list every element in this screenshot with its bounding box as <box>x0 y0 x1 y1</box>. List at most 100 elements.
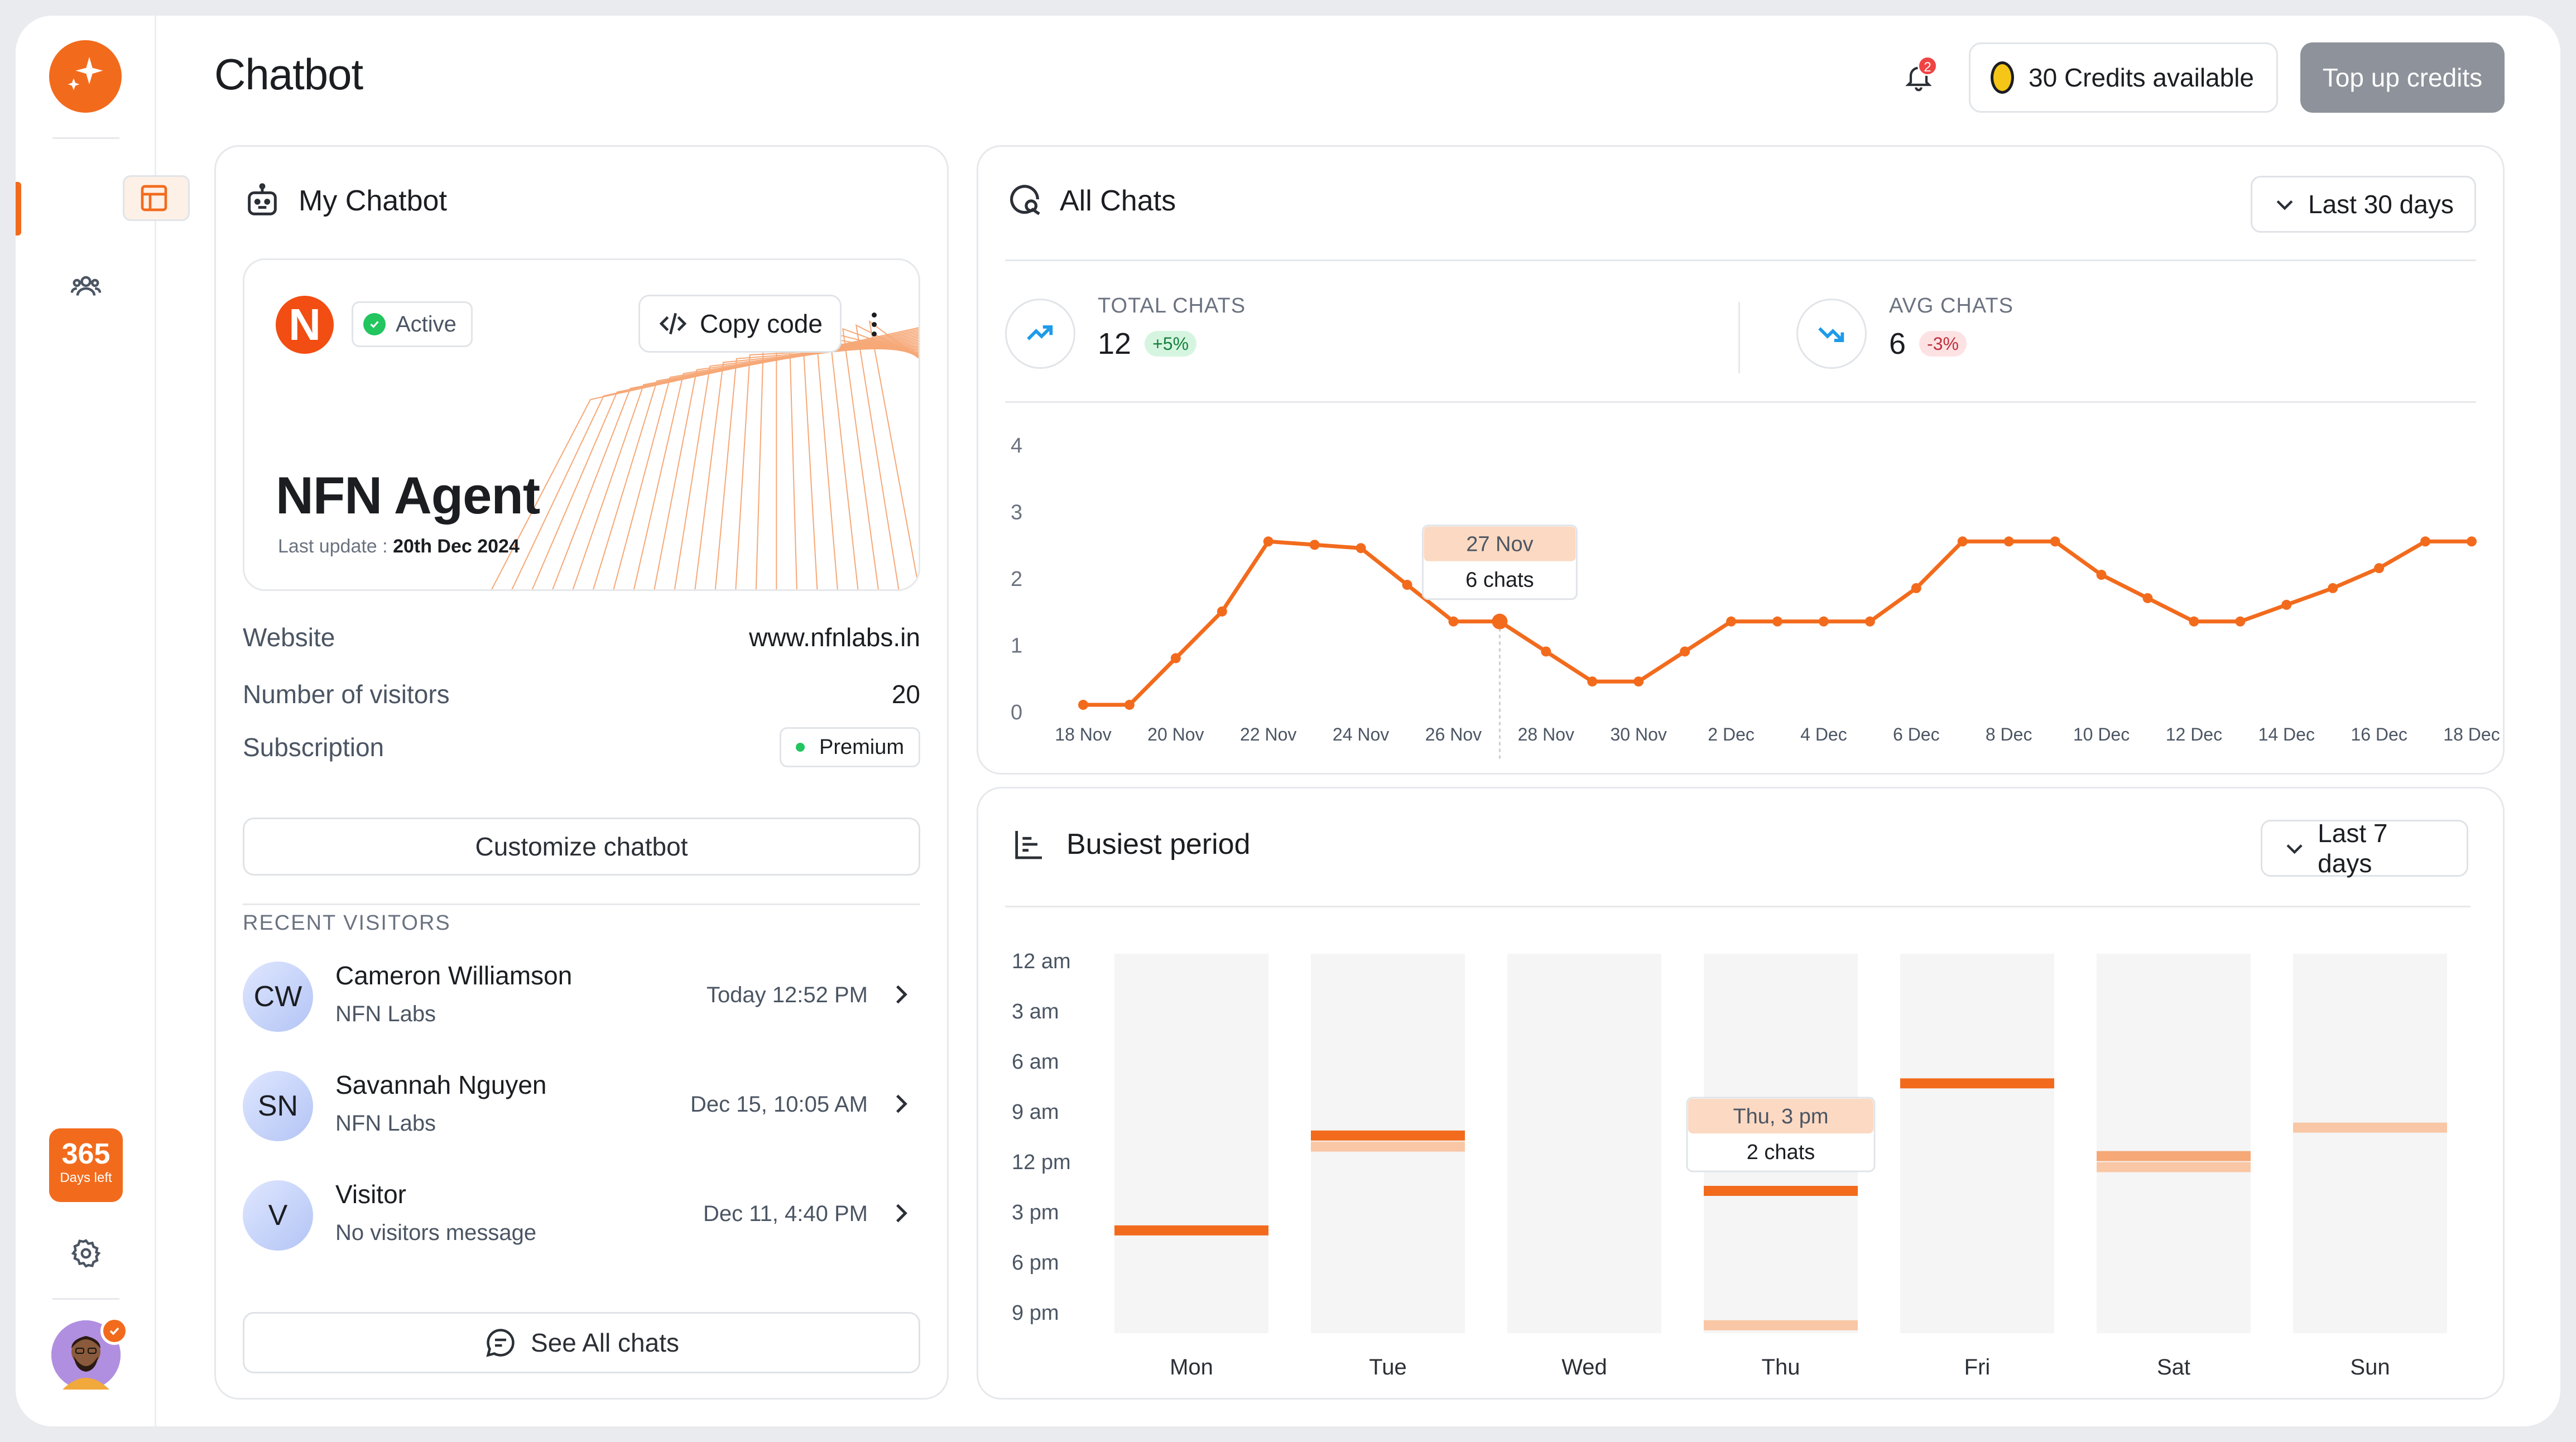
x-tick-label: 20 Nov <box>1147 724 1204 744</box>
y-tick-label: 4 <box>1011 434 1022 458</box>
data-point[interactable] <box>1957 536 1968 547</box>
visitors-row: Number of visitors 20 <box>243 679 920 709</box>
notifications-button[interactable]: 2 <box>1897 56 1940 98</box>
range-dropdown[interactable]: Last 30 days <box>2251 176 2476 233</box>
data-point[interactable] <box>2235 616 2246 627</box>
tooltip-date: 27 Nov <box>1466 533 1533 556</box>
data-point[interactable] <box>2142 593 2153 603</box>
data-point[interactable] <box>2467 536 2477 547</box>
busy-slot[interactable] <box>1900 1078 2054 1089</box>
busy-slot[interactable] <box>1704 1186 1858 1196</box>
customize-chatbot-button[interactable]: Customize chatbot <box>243 818 920 876</box>
website-value[interactable]: www.nfnlabs.in <box>749 623 920 652</box>
days-left-label: Days left <box>60 1170 112 1185</box>
busy-slot[interactable] <box>2097 1151 2251 1161</box>
visitor-company: NFN Labs <box>335 1111 436 1136</box>
see-all-chats-button[interactable]: See All chats <box>243 1312 920 1373</box>
card-header: All Chats <box>1005 181 1176 220</box>
data-point[interactable] <box>1309 540 1320 550</box>
y-tick-label: 9 pm <box>1012 1301 1059 1325</box>
data-point[interactable] <box>2420 536 2431 547</box>
data-point[interactable] <box>1726 616 1737 627</box>
data-point[interactable] <box>2374 563 2385 574</box>
data-point[interactable] <box>1911 583 1921 593</box>
total-chats-change: +5% <box>1145 331 1197 357</box>
day-label: Thu <box>1762 1355 1800 1379</box>
data-point[interactable] <box>1124 700 1135 710</box>
busy-slot[interactable] <box>2097 1162 2251 1172</box>
visitor-item[interactable]: SN Savannah Nguyen NFN Labs Dec 15, 10:0… <box>243 1064 920 1148</box>
data-point[interactable] <box>2003 536 2014 547</box>
subscription-row: Subscription Premium <box>243 727 920 767</box>
avg-chats-value: 6 <box>1889 327 1906 360</box>
busy-slot[interactable] <box>1311 1141 1465 1152</box>
data-point[interactable] <box>2281 599 2292 610</box>
sidebar-divider <box>52 1298 119 1300</box>
credits-label: 30 Credits available <box>2029 63 2255 92</box>
visitor-item[interactable]: V Visitor No visitors message Dec 11, 4:… <box>243 1174 920 1257</box>
decorative-line <box>789 343 919 589</box>
day-column <box>2097 954 2251 1333</box>
range-label: Last 7 days <box>2318 819 2388 878</box>
data-point[interactable] <box>1448 616 1459 627</box>
data-point[interactable] <box>1170 653 1181 664</box>
chart-tooltip: 27 Nov 6 chats <box>1421 525 1578 600</box>
data-point[interactable] <box>1864 616 1875 627</box>
x-tick-label: 4 Dec <box>1800 724 1847 744</box>
data-point[interactable] <box>1263 536 1273 547</box>
busy-slot[interactable] <box>1114 1225 1268 1236</box>
data-point[interactable] <box>1492 613 1508 629</box>
busy-slot[interactable] <box>1311 1130 1465 1141</box>
data-point[interactable] <box>1633 676 1644 687</box>
sidebar-item-users[interactable] <box>52 252 119 319</box>
y-tick-label: 12 am <box>1012 950 1071 973</box>
decorative-line <box>868 320 919 589</box>
copy-code-button[interactable]: Copy code <box>638 295 842 353</box>
visitor-item[interactable]: CW Cameron Williamson NFN Labs Today 12:… <box>243 955 920 1039</box>
data-point[interactable] <box>1680 646 1690 657</box>
divider <box>243 903 920 905</box>
data-point[interactable] <box>1217 606 1227 617</box>
data-point[interactable] <box>1818 616 1829 627</box>
recent-visitors-heading: RECENT VISITORS <box>243 911 451 935</box>
subscription-value: Premium <box>819 735 904 759</box>
data-point[interactable] <box>1587 676 1598 687</box>
x-tick-label: 10 Dec <box>2073 724 2130 744</box>
data-point[interactable] <box>1078 700 1088 710</box>
x-tick-label: 8 Dec <box>1986 724 2032 744</box>
y-tick-label: 3 <box>1011 501 1022 525</box>
x-tick-label: 30 Nov <box>1611 724 1667 744</box>
data-point[interactable] <box>2050 536 2060 547</box>
more-options-icon[interactable] <box>858 304 890 345</box>
sidebar-item-settings[interactable] <box>52 1220 119 1287</box>
busiest-period-chart: 12 am 3 am 6 am 9 am 12 pm 3 pm 6 pm 9 pm Mon Tue… <box>1012 950 2447 1379</box>
credits-chip[interactable]: 30 Credits available <box>1969 42 2278 113</box>
sidebar-item-dashboard[interactable] <box>123 175 190 221</box>
data-point[interactable] <box>1772 616 1782 627</box>
data-point[interactable] <box>2189 616 2199 627</box>
user-avatar[interactable] <box>51 1317 128 1390</box>
data-point[interactable] <box>1356 543 1366 554</box>
day-column <box>2293 954 2447 1333</box>
busy-slot[interactable] <box>1704 1320 1858 1330</box>
days-left-badge: 365 Days left <box>49 1128 123 1202</box>
card-header: My Chatbot <box>243 181 447 220</box>
range-dropdown[interactable]: Last 7 days <box>2261 819 2468 878</box>
app-logo[interactable] <box>49 40 122 113</box>
data-point[interactable] <box>2328 583 2338 593</box>
robot-icon <box>248 183 277 215</box>
decorative-line <box>755 347 919 589</box>
total-chats-value-row: 12 +5% <box>1098 326 1197 361</box>
data-point[interactable] <box>1402 579 1412 590</box>
decorative-line <box>491 327 919 589</box>
data-point[interactable] <box>1541 646 1551 657</box>
avg-chats-value-row: 6 -3% <box>1889 326 1967 361</box>
total-chats-label: TOTAL CHATS <box>1098 294 1246 318</box>
day-label: Fri <box>1964 1355 1991 1379</box>
tooltip-title: Thu, 3 pm <box>1733 1105 1828 1128</box>
decorative-line <box>776 347 919 589</box>
data-point[interactable] <box>2096 570 2107 580</box>
busy-slot[interactable] <box>2293 1122 2447 1133</box>
total-chats-value: 12 <box>1098 327 1132 360</box>
topup-button[interactable]: Top up credits <box>2300 42 2505 113</box>
